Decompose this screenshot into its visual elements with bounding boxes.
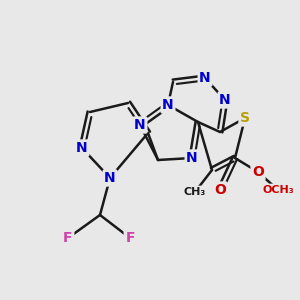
Text: S: S xyxy=(240,111,250,125)
Text: CH₃: CH₃ xyxy=(184,187,206,197)
Text: N: N xyxy=(134,118,146,132)
Text: O: O xyxy=(252,165,264,179)
Text: N: N xyxy=(104,171,116,185)
Text: OCH₃: OCH₃ xyxy=(262,185,294,195)
Text: F: F xyxy=(63,231,73,245)
Text: O: O xyxy=(214,183,226,197)
Text: F: F xyxy=(125,231,135,245)
Text: N: N xyxy=(186,151,198,165)
Text: N: N xyxy=(162,98,174,112)
Text: N: N xyxy=(199,71,211,85)
Text: N: N xyxy=(76,141,88,155)
Text: N: N xyxy=(219,93,231,107)
